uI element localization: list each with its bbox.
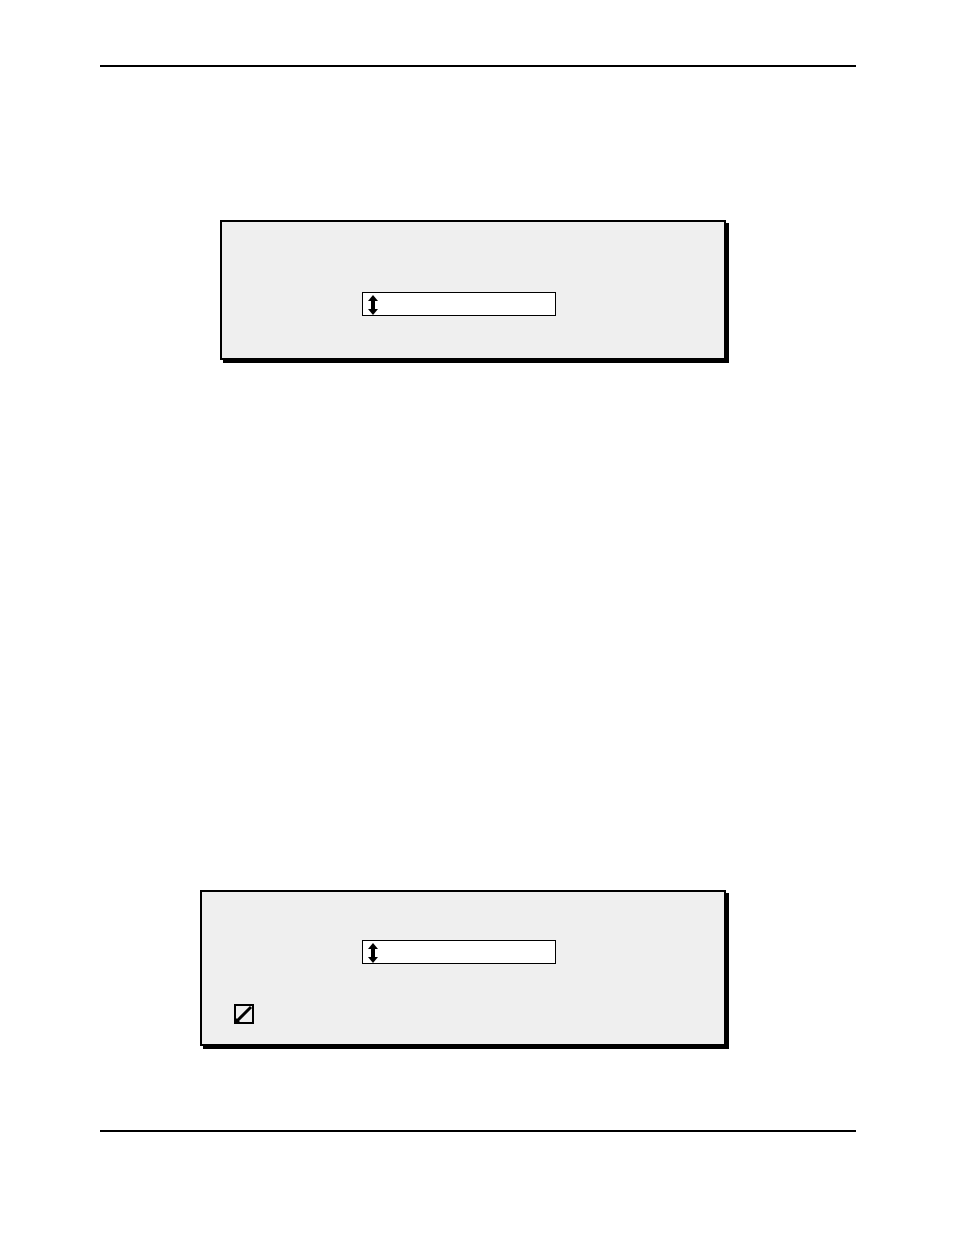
panel-2-field[interactable] [362, 940, 556, 964]
panel-1-field[interactable] [362, 292, 556, 316]
up-down-arrow-icon[interactable] [367, 295, 379, 320]
page [0, 0, 954, 1235]
panel-2 [200, 890, 726, 1046]
up-down-arrow-icon[interactable] [367, 943, 379, 968]
bottom-rule [100, 1130, 856, 1132]
panel-1 [220, 220, 726, 360]
top-rule [100, 65, 856, 67]
pencil-square-icon [234, 1004, 254, 1029]
